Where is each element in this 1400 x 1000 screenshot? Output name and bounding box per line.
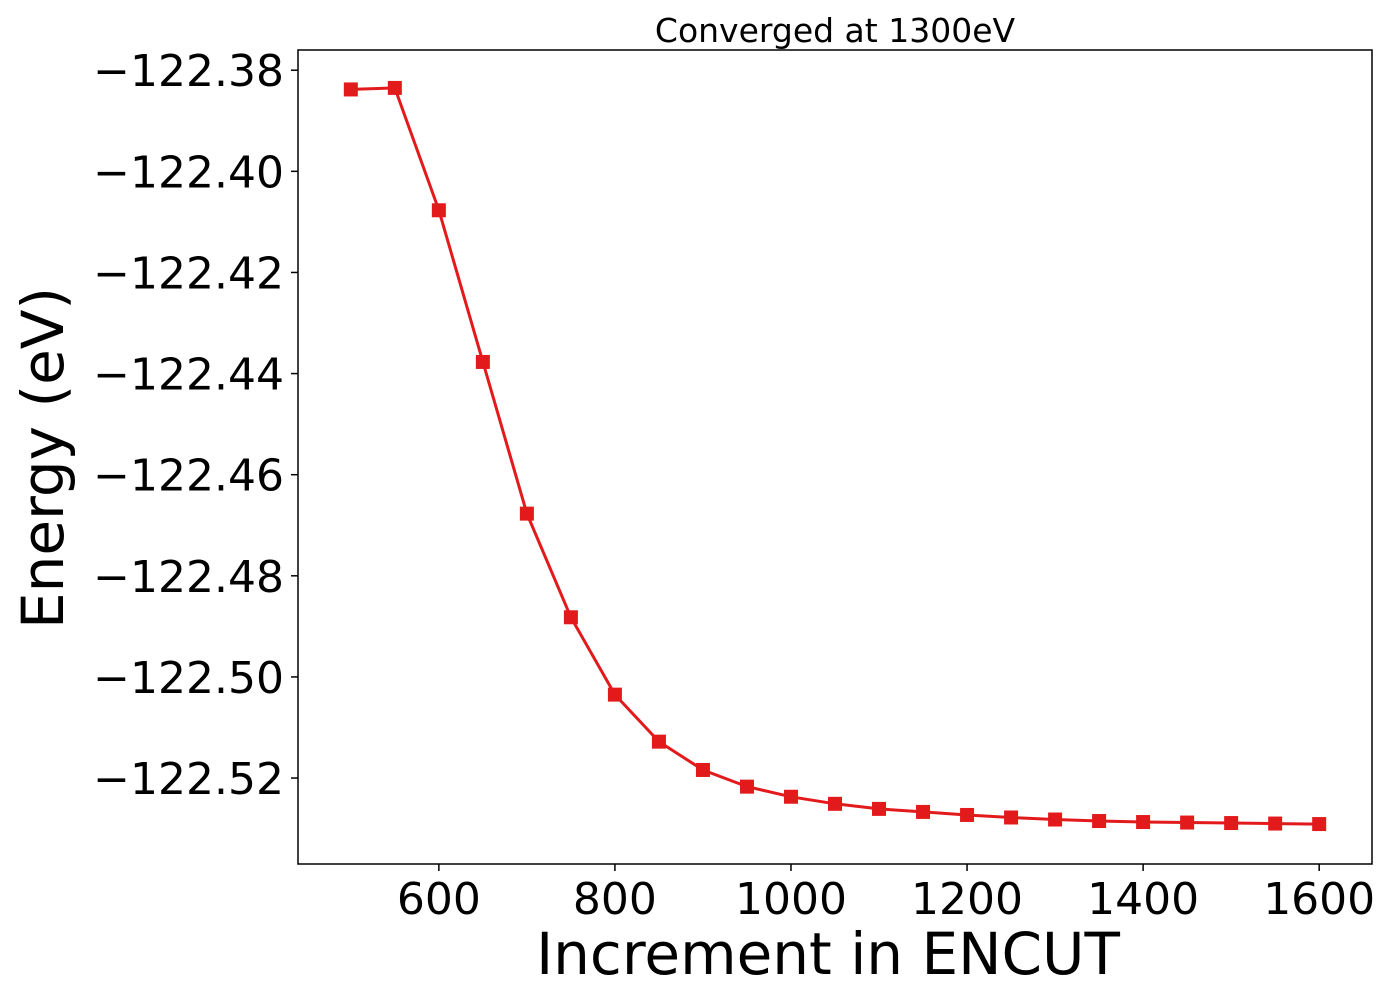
- chart-title: Converged at 1300eV: [655, 11, 1016, 50]
- y-tick-label: −122.50: [93, 653, 284, 704]
- data-point-marker: [1312, 817, 1327, 832]
- data-point-marker: [1180, 815, 1195, 830]
- data-point-marker: [431, 203, 446, 218]
- y-tick-label: −122.46: [93, 451, 284, 502]
- y-axis-label: Energy (eV): [9, 287, 77, 629]
- data-point-marker: [651, 734, 666, 749]
- data-point-marker: [607, 687, 622, 702]
- data-point-marker: [739, 779, 754, 794]
- x-tick-label: 1000: [735, 874, 847, 925]
- energy-series-markers: [343, 80, 1327, 832]
- data-point-marker: [563, 610, 578, 625]
- energy-series-line: [350, 86, 1320, 826]
- data-point-marker: [387, 80, 402, 95]
- x-tick-label: 1600: [1263, 874, 1375, 925]
- data-point-marker: [872, 801, 887, 816]
- data-point-marker: [783, 789, 798, 804]
- x-tick-label: 1400: [1087, 874, 1199, 925]
- data-point-marker: [1268, 816, 1283, 831]
- data-point-marker: [1048, 812, 1063, 827]
- data-point-marker: [828, 796, 842, 811]
- data-point-marker: [519, 506, 534, 521]
- plot-area-frame: [297, 49, 1373, 865]
- x-tick-label: 1200: [911, 874, 1023, 925]
- data-point-marker: [960, 807, 975, 822]
- data-point-marker: [1092, 814, 1107, 829]
- y-tick-label: −122.40: [93, 147, 284, 198]
- data-point-marker: [1004, 810, 1019, 825]
- x-axis-label: Increment in ENCUT: [536, 920, 1120, 988]
- data-point-marker: [1224, 816, 1239, 831]
- x-tick-label: 800: [573, 874, 657, 925]
- y-axis-ticks: −122.38 −122.40 −122.42 −122.44 −122.46 −122.…: [93, 46, 298, 805]
- x-axis-ticks: 600 800 1000 1200 1400 1600: [397, 864, 1375, 925]
- x-tick-label: 600: [397, 874, 481, 925]
- data-point-marker: [475, 354, 490, 369]
- data-point-marker: [343, 82, 358, 97]
- y-tick-label: −122.48: [93, 552, 284, 603]
- data-point-marker: [695, 762, 710, 777]
- data-point-marker: [1136, 815, 1151, 830]
- y-tick-label: −122.42: [93, 248, 284, 299]
- y-tick-label: −122.44: [93, 350, 284, 401]
- y-tick-label: −122.52: [93, 754, 284, 805]
- data-point-marker: [916, 804, 931, 819]
- y-tick-label: −122.38: [93, 46, 284, 97]
